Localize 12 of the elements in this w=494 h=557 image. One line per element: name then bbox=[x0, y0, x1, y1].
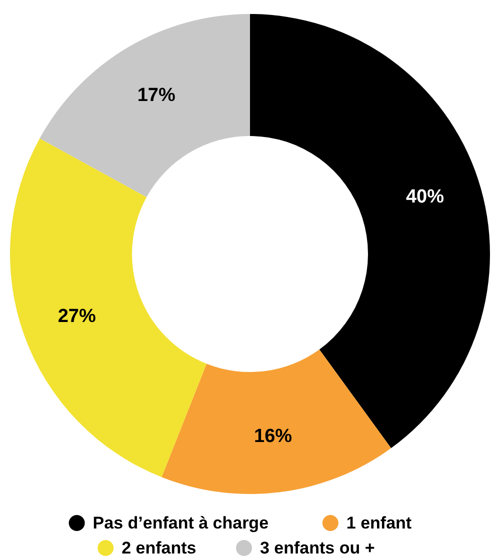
data-label: 17% bbox=[137, 85, 176, 106]
data-label: 40% bbox=[406, 186, 444, 208]
legend-label: 1 enfant bbox=[346, 514, 412, 532]
donut-slice bbox=[162, 349, 392, 494]
legend-label: 2 enfants bbox=[122, 538, 196, 557]
donut-slice bbox=[10, 138, 207, 478]
donut-slice bbox=[40, 14, 250, 198]
data-label: 16% bbox=[254, 426, 292, 448]
donut-slice bbox=[250, 14, 490, 448]
legend-label: 3 enfants ou + bbox=[260, 538, 375, 557]
data-label: 27% bbox=[58, 306, 96, 327]
legend-label: Pas d’enfant à charge bbox=[92, 514, 269, 532]
